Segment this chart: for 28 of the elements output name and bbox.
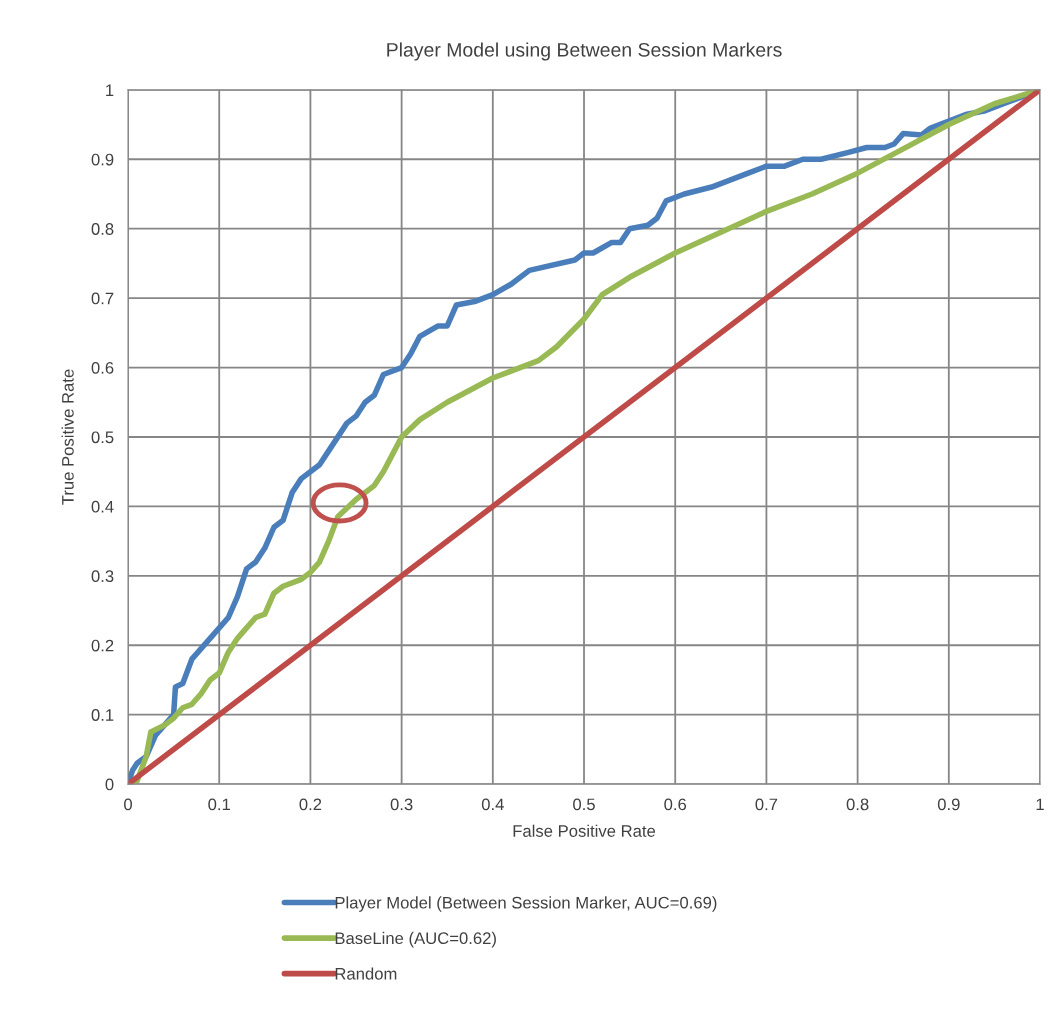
x-tick-label: 0.3 <box>390 798 413 811</box>
x-tick-label: 0.2 <box>299 798 322 811</box>
y-tick-label: 0.5 <box>91 431 114 444</box>
x-tick-label: 0.8 <box>846 798 869 811</box>
x-tick-label: 0.9 <box>937 798 960 811</box>
y-axis-title: True Positive Rate <box>61 369 74 505</box>
y-tick-label: 0.6 <box>91 361 114 374</box>
y-tick-label: 0.9 <box>91 153 114 166</box>
x-tick-label: 0.1 <box>208 798 230 811</box>
x-tick-label: 1 <box>1036 798 1044 811</box>
chart-title: Player Model using Between Session Markers <box>387 42 782 61</box>
x-tick-label: 0 <box>124 798 132 811</box>
y-tick-label: 0.4 <box>91 500 114 513</box>
y-tick-label: 0.3 <box>91 570 114 583</box>
y-tick-label: 0.1 <box>91 709 114 721</box>
y-tick-label: 0 <box>105 778 114 791</box>
legend-label: BaseLine (AUC=0.62) <box>335 931 496 948</box>
x-tick-label: 0.5 <box>573 798 595 811</box>
y-tick-label: 0.8 <box>91 223 114 235</box>
y-tick-label: 0.2 <box>91 639 114 652</box>
legend-label: Random <box>335 967 397 980</box>
x-tick-label: 0.4 <box>481 798 504 811</box>
x-tick-label: 0.6 <box>664 798 687 811</box>
legend-label: Player Model (Between Session Marker, AUC=0.69) <box>335 896 717 912</box>
x-tick-label: 0.7 <box>755 798 778 811</box>
x-axis-title: False Positive Rate <box>513 824 656 837</box>
y-tick-label: 1 <box>106 84 114 96</box>
y-tick-label: 0.7 <box>91 292 114 305</box>
